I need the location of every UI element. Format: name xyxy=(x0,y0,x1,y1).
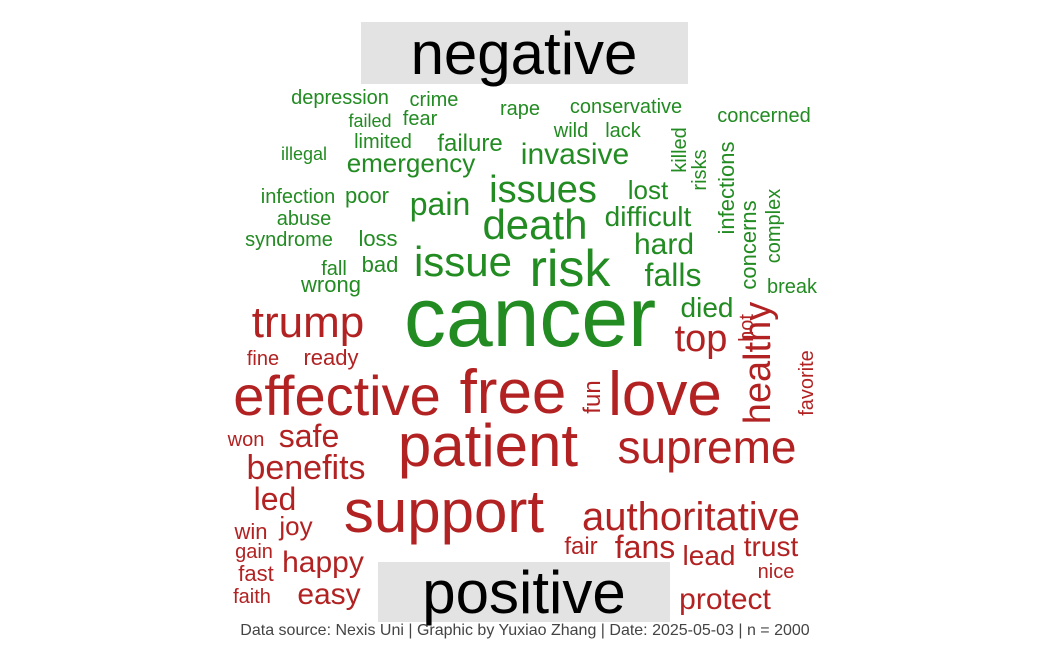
word-fine: fine xyxy=(247,348,279,370)
word-syndrome: syndrome xyxy=(245,229,333,251)
word-free: free xyxy=(460,358,567,427)
word-killed: killed xyxy=(669,127,691,173)
group-label-text: negative xyxy=(411,20,638,87)
word-loss: loss xyxy=(358,226,397,251)
word-depression: depression xyxy=(291,87,389,109)
word-healthy: healthy xyxy=(737,302,779,425)
word-protect: protect xyxy=(679,583,771,616)
word-joy: joy xyxy=(278,511,312,541)
word-authoritative: authoritative xyxy=(582,495,800,539)
word-concerns: concerns xyxy=(736,200,761,289)
word-difficult: difficult xyxy=(605,201,692,232)
word-fear: fear xyxy=(403,108,438,130)
word-infection: infection xyxy=(261,186,336,208)
word-failure: failure xyxy=(437,130,502,157)
word-hard: hard xyxy=(634,228,694,261)
word-fans: fans xyxy=(615,529,675,565)
word-risk: risk xyxy=(530,240,612,298)
word-safe: safe xyxy=(279,418,339,454)
word-failed: failed xyxy=(348,111,391,131)
word-happy: happy xyxy=(282,546,364,579)
word-emergency: emergency xyxy=(347,148,476,178)
word-concerned: concerned xyxy=(717,105,810,127)
word-fair: fair xyxy=(564,533,597,560)
word-complex: complex xyxy=(763,189,785,263)
word-effective: effective xyxy=(233,364,441,427)
word-bad: bad xyxy=(362,252,399,277)
word-patient: patient xyxy=(398,412,578,479)
word-infections: infections xyxy=(714,142,739,235)
word-led: led xyxy=(254,481,297,517)
group-label-negative: negative xyxy=(361,20,688,87)
word-died: died xyxy=(681,292,734,323)
word-break: break xyxy=(767,276,818,298)
word-trust: trust xyxy=(744,531,799,562)
word-fall: fall xyxy=(321,258,347,280)
word-pain: pain xyxy=(410,186,471,222)
word-lack: lack xyxy=(605,120,642,142)
word-top: top xyxy=(675,318,728,360)
word-support: support xyxy=(344,478,544,545)
word-fun: fun xyxy=(579,380,606,413)
word-win: win xyxy=(233,519,267,544)
group-label-text: positive xyxy=(422,559,625,626)
word-death: death xyxy=(482,201,587,248)
word-ready: ready xyxy=(303,345,358,370)
word-won: won xyxy=(227,429,265,451)
word-supreme: supreme xyxy=(618,421,797,473)
word-illegal: illegal xyxy=(281,144,327,164)
word-love: love xyxy=(608,360,722,429)
group-label-background xyxy=(361,22,688,84)
word-fast: fast xyxy=(238,561,273,586)
word-rape: rape xyxy=(500,98,540,120)
word-wild: wild xyxy=(553,120,588,142)
word-conservative: conservative xyxy=(570,96,682,118)
word-invasive: invasive xyxy=(521,138,629,171)
word-issues: issues xyxy=(489,169,597,211)
word-hot: hot xyxy=(736,314,758,342)
word-wrong: wrong xyxy=(300,272,361,297)
word-benefits: benefits xyxy=(246,449,365,487)
word-gain: gain xyxy=(235,541,273,563)
word-issue: issue xyxy=(414,238,512,285)
word-nice: nice xyxy=(758,561,795,583)
word-risks: risks xyxy=(689,149,711,190)
word-favorite: favorite xyxy=(796,350,818,416)
word-easy: easy xyxy=(297,578,360,611)
word-cancer: cancer xyxy=(404,270,656,364)
word-abuse: abuse xyxy=(277,208,332,230)
word-faith: faith xyxy=(233,586,271,608)
word-lost: lost xyxy=(628,175,669,205)
group-label-background xyxy=(378,562,670,622)
group-label-positive: positive xyxy=(378,559,670,626)
word-poor: poor xyxy=(345,183,389,208)
word-trump: trump xyxy=(252,298,364,347)
word-falls: falls xyxy=(645,257,702,293)
word-lead: lead xyxy=(683,540,736,571)
source-caption: Data source: Nexis Uni | Graphic by Yuxi… xyxy=(240,622,810,639)
word-limited: limited xyxy=(354,131,412,153)
word-crime: crime xyxy=(410,89,459,111)
